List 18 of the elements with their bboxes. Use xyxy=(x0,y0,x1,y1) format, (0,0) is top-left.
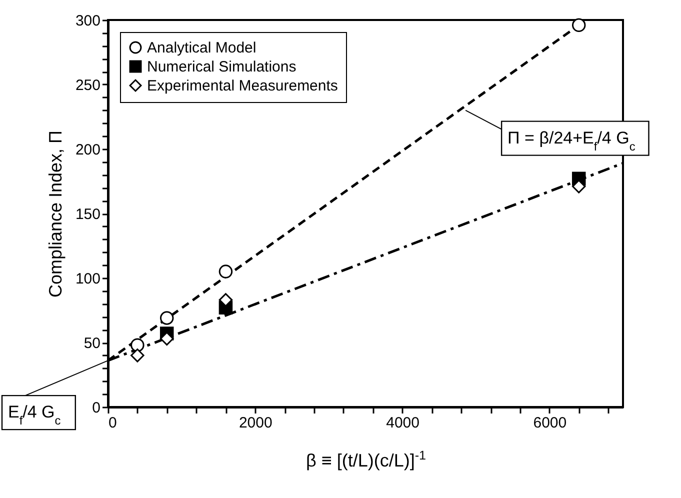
legend-label: Numerical Simulations xyxy=(147,58,296,76)
legend-label: Analytical Model xyxy=(147,40,256,56)
x-tick-label: 4000 xyxy=(386,414,420,432)
annotation: Π = β/24+E$_{f}$/4 G$_{c}$ xyxy=(508,128,636,154)
legend-label: Experimental Measurements xyxy=(147,78,338,94)
y-tick-label: 0 xyxy=(92,400,100,416)
y-axis-title: Compliance Index, Π xyxy=(45,130,66,298)
x-tick-label: 2000 xyxy=(238,414,272,432)
y-tick-label: 250 xyxy=(75,77,100,94)
x-tick-label: 0 xyxy=(108,414,117,432)
x-tick-label: 6000 xyxy=(533,414,567,432)
y-tick-label: 200 xyxy=(75,142,100,158)
annotation: E$_{f}$/4 G$_{c}$ xyxy=(8,402,61,428)
y-tick-label: 50 xyxy=(84,335,100,352)
y-tick-label: 150 xyxy=(75,206,100,223)
x-axis-title: β ≡ [(t/L)(c/L)]$^{-1}$ xyxy=(306,448,426,470)
y-tick-label: 100 xyxy=(75,270,100,288)
y-tick-label: 300 xyxy=(75,12,100,30)
